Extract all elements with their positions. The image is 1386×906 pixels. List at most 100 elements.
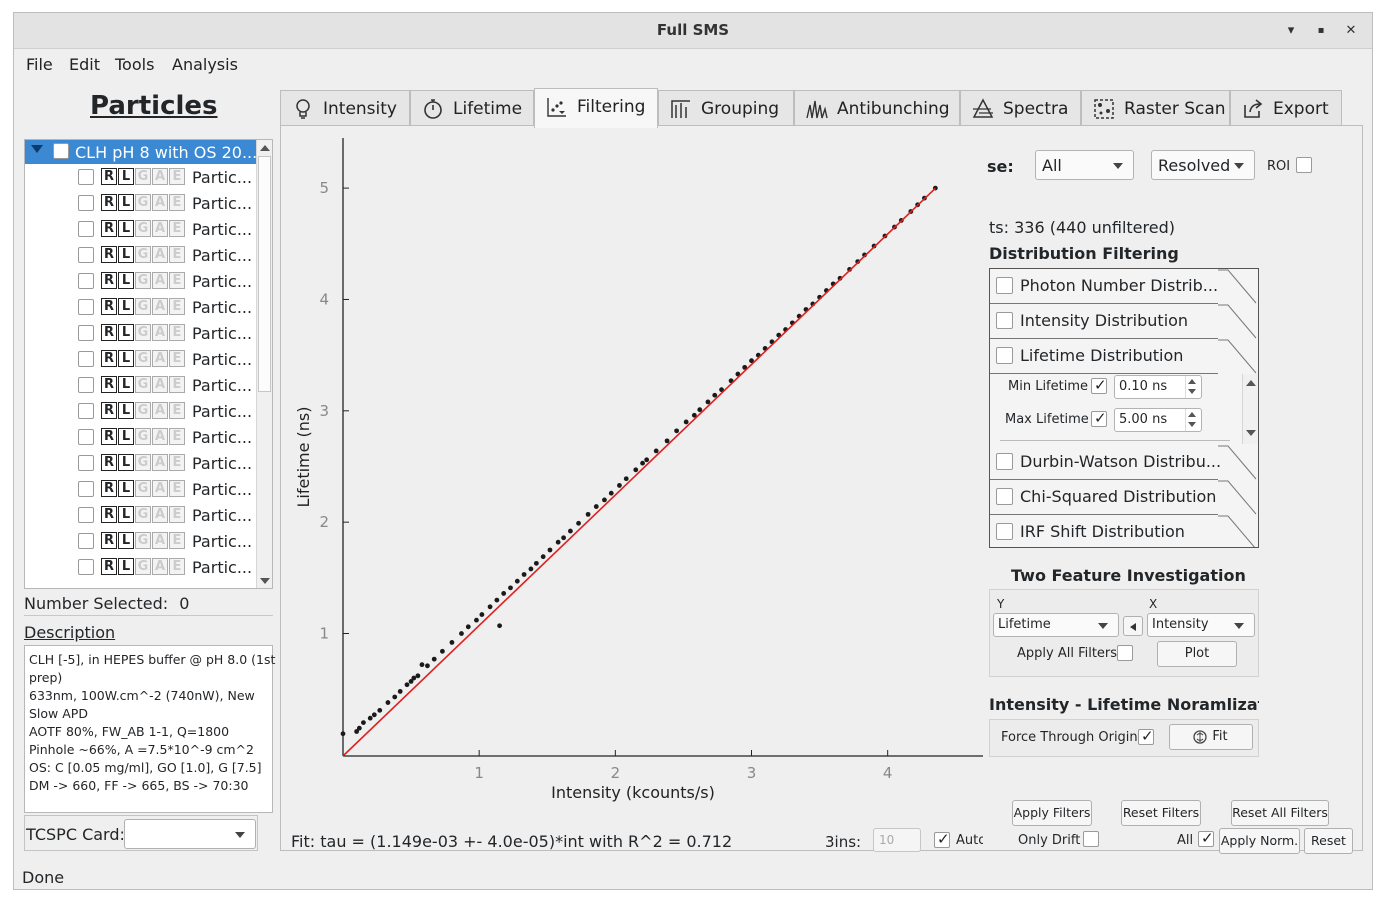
particle-checkbox[interactable] <box>78 221 94 237</box>
particle-row[interactable]: R L G A E Partic... <box>25 476 257 502</box>
filter-item[interactable]: Photon Number Distrib... <box>990 269 1258 304</box>
particle-row[interactable]: R L G A E Partic... <box>25 554 257 580</box>
particle-checkbox[interactable] <box>78 247 94 263</box>
scroll-thumb[interactable] <box>258 156 271 392</box>
fit-button[interactable]: Fit <box>1169 724 1253 750</box>
particle-checkbox[interactable] <box>78 299 94 315</box>
filter-checkbox[interactable] <box>996 488 1013 505</box>
reset-all-filters-button[interactable]: Reset All Filters <box>1231 800 1329 826</box>
scroll-down-icon[interactable] <box>1246 430 1256 436</box>
particle-checkbox[interactable] <box>78 429 94 445</box>
reset-button[interactable]: Reset <box>1304 828 1353 854</box>
reset-filters-button[interactable]: Reset Filters <box>1121 800 1201 826</box>
scroll-up-icon[interactable] <box>1246 380 1256 386</box>
particle-checkbox[interactable] <box>78 325 94 341</box>
scroll-up-icon[interactable] <box>260 145 270 151</box>
particle-checkbox[interactable] <box>78 403 94 419</box>
particle-row[interactable]: R L G A E Partic... <box>25 242 257 268</box>
all-checkbox[interactable] <box>1198 829 1214 847</box>
menu-file[interactable]: File <box>26 55 53 74</box>
menu-tools[interactable]: Tools <box>115 55 155 74</box>
min-lifetime-checkbox[interactable] <box>1091 376 1107 394</box>
apply-filters-button[interactable]: Apply Filters <box>1012 800 1092 826</box>
particle-checkbox[interactable] <box>78 169 94 185</box>
x-feature-select[interactable]: Intensity <box>1147 613 1255 637</box>
tab-export[interactable]: Export <box>1230 90 1342 126</box>
particle-row[interactable]: R L G A E Partic... <box>25 528 257 554</box>
expand-arrow-icon[interactable] <box>31 145 43 153</box>
roi-checkbox[interactable] <box>1296 157 1312 173</box>
max-lifetime-spinbox[interactable]: 5.00 ns <box>1114 408 1202 432</box>
spin-down-icon[interactable] <box>1188 389 1196 394</box>
auto-bins-checkbox[interactable] <box>934 830 950 848</box>
tree-scrollbar[interactable] <box>256 140 272 588</box>
filter-item[interactable]: Durbin-Watson Distribu... <box>990 445 1258 480</box>
filter-checkbox[interactable] <box>996 347 1013 364</box>
particle-checkbox[interactable] <box>78 377 94 393</box>
scatter-plot[interactable]: 1 2 3 4 1 2 3 4 5 Intensity (kcounts/s) Lifetime (… <box>281 126 983 826</box>
particle-row[interactable]: R L G A E Partic... <box>25 164 257 190</box>
tab-grouping[interactable]: Grouping <box>658 90 794 126</box>
tree-root-checkbox[interactable] <box>53 143 69 159</box>
menu-analysis[interactable]: Analysis <box>172 55 238 74</box>
spin-buttons[interactable] <box>1185 409 1201 431</box>
tab-spectra[interactable]: Spectra <box>960 90 1081 126</box>
description-box[interactable]: CLH [-5], in HEPES buffer @ pH 8.0 (1st p… <box>24 645 275 813</box>
particle-row[interactable]: R L G A E Partic... <box>25 424 257 450</box>
particle-checkbox[interactable] <box>78 273 94 289</box>
particle-row[interactable]: R L G A E Partic... <box>25 216 257 242</box>
force-origin-checkbox[interactable] <box>1138 727 1154 745</box>
filter-item[interactable]: Lifetime Distribution <box>990 339 1258 374</box>
particle-row[interactable]: R L G A E Partic... <box>25 320 257 346</box>
particle-row[interactable]: R L G A E Partic... <box>25 268 257 294</box>
spin-up-icon[interactable] <box>1188 379 1196 384</box>
apply-all-filters-checkbox[interactable] <box>1117 645 1133 661</box>
tab-intensity[interactable]: Intensity <box>280 90 410 126</box>
apply-norm-button[interactable]: Apply Norm. <box>1219 828 1300 854</box>
plot-button[interactable]: Plot <box>1157 641 1237 667</box>
lifetime-scrollbar[interactable] <box>1242 374 1258 444</box>
minimize-button[interactable]: ▾ <box>1287 23 1295 38</box>
tab-filtering[interactable]: Filtering <box>534 88 658 128</box>
filter-checkbox[interactable] <box>996 277 1013 294</box>
close-button[interactable]: ✕ <box>1345 23 1357 38</box>
spin-up-icon[interactable] <box>1188 412 1196 417</box>
tcspc-card-select[interactable] <box>124 819 256 849</box>
filter-item[interactable]: Intensity Distribution <box>990 304 1258 339</box>
scroll-down-icon[interactable] <box>260 578 270 584</box>
use-select[interactable]: All <box>1035 150 1134 180</box>
tab-raster-scan[interactable]: Raster Scan <box>1081 90 1230 126</box>
filter-checkbox[interactable] <box>996 453 1013 470</box>
particle-row[interactable]: R L G A E Partic... <box>25 398 257 424</box>
particle-checkbox[interactable] <box>78 533 94 549</box>
particle-tree[interactable]: CLH pH 8 with OS 20... R L G A E Partic... R L G… <box>24 139 273 589</box>
particle-row[interactable]: R L G A E Partic... <box>25 346 257 372</box>
spin-buttons[interactable] <box>1185 376 1201 398</box>
tree-root-row[interactable]: CLH pH 8 with OS 20... <box>25 140 257 164</box>
particle-row[interactable]: R L G A E Partic... <box>25 450 257 476</box>
filter-item[interactable]: IRF Shift Distribution <box>990 515 1258 547</box>
only-drift-checkbox[interactable] <box>1083 831 1099 847</box>
particle-row[interactable]: R L G A E Partic... <box>25 502 257 528</box>
particle-checkbox[interactable] <box>78 455 94 471</box>
min-lifetime-spinbox[interactable]: 0.10 ns <box>1114 375 1202 399</box>
bins-spinbox[interactable]: 10 <box>873 828 921 852</box>
mode-select[interactable]: Resolved <box>1151 150 1255 180</box>
particle-checkbox[interactable] <box>78 507 94 523</box>
menu-edit[interactable]: Edit <box>69 55 100 74</box>
maximize-button[interactable]: ▪ <box>1317 25 1325 36</box>
particle-checkbox[interactable] <box>78 195 94 211</box>
filter-checkbox[interactable] <box>996 523 1013 540</box>
tab-antibunching[interactable]: Antibunching <box>794 90 960 126</box>
filter-item[interactable]: Chi-Squared Distribution <box>990 480 1258 515</box>
swap-features-button[interactable] <box>1123 616 1143 636</box>
filter-checkbox[interactable] <box>996 312 1013 329</box>
y-feature-select[interactable]: Lifetime <box>993 613 1119 637</box>
tab-lifetime[interactable]: Lifetime <box>410 90 534 126</box>
particle-checkbox[interactable] <box>78 481 94 497</box>
particle-row[interactable]: R L G A E Partic... <box>25 294 257 320</box>
particle-checkbox[interactable] <box>78 559 94 575</box>
particle-row[interactable]: R L G A E Partic... <box>25 190 257 216</box>
particle-row[interactable]: R L G A E Partic... <box>25 372 257 398</box>
max-lifetime-checkbox[interactable] <box>1091 409 1107 427</box>
